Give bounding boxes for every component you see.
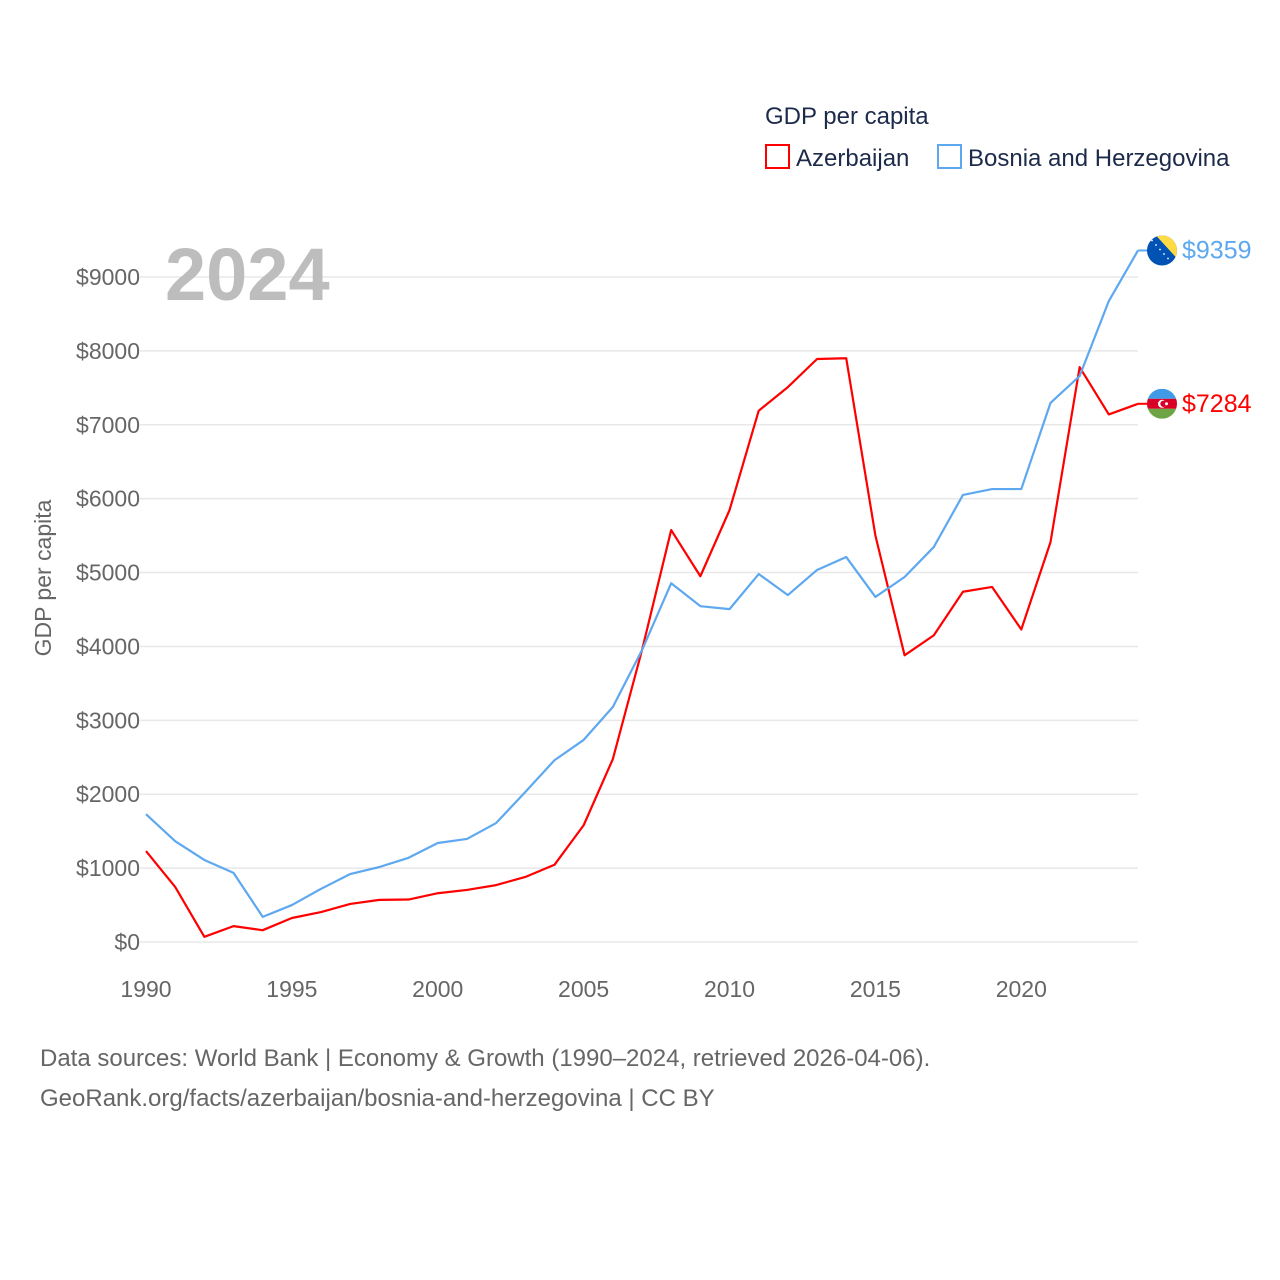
series-end-markers: $7284 $9359 bbox=[1138, 235, 1252, 419]
series-lines bbox=[145, 249, 1139, 938]
azerbaijan-flag-icon bbox=[1147, 388, 1177, 419]
gridlines bbox=[140, 276, 1138, 943]
flag-body bbox=[1147, 235, 1177, 266]
y-tick-label: $7000 bbox=[76, 412, 140, 438]
footer-attribution: GeoRank.org/facts/azerbaijan/bosnia-and-… bbox=[40, 1085, 715, 1112]
flag-body bbox=[1147, 388, 1177, 419]
x-tick-label: 2015 bbox=[850, 976, 901, 1002]
y-tick-label: $2000 bbox=[76, 781, 140, 807]
flag-yellow-triangle bbox=[1156, 235, 1177, 259]
flag-star bbox=[1155, 244, 1157, 246]
flag-stripe-green bbox=[1147, 408, 1177, 419]
y-tick-label: $6000 bbox=[76, 486, 140, 512]
x-tick-label: 2005 bbox=[558, 976, 609, 1002]
x-tick-label: 1990 bbox=[120, 976, 171, 1002]
x-tick-label: 2000 bbox=[412, 976, 463, 1002]
y-axis-ticks: $0 $1000 $2000 $3000 $4000 $5000 $6000 $7000 $80… bbox=[76, 264, 140, 955]
x-tick-label: 1995 bbox=[266, 976, 317, 1002]
legend-title: GDP per capita bbox=[765, 103, 929, 130]
y-tick-label: $3000 bbox=[76, 707, 140, 733]
flag-star bbox=[1167, 257, 1169, 260]
y-tick-label: $0 bbox=[114, 929, 140, 955]
x-tick-label: 2020 bbox=[996, 976, 1047, 1002]
flag-star bbox=[1151, 239, 1153, 242]
end-value-label: $7284 bbox=[1182, 390, 1252, 418]
flag-stripe-blue bbox=[1147, 388, 1177, 399]
flag-star bbox=[1165, 402, 1168, 406]
y-axis-label: GDP per capita bbox=[30, 499, 56, 656]
footer-sources: Data sources: World Bank | Economy & Gro… bbox=[40, 1045, 931, 1072]
flag-star bbox=[1159, 248, 1161, 251]
flag-crescent-cut bbox=[1160, 400, 1167, 407]
legend-label-azerbaijan[interactable]: Azerbaijan bbox=[796, 145, 909, 172]
legend: GDP per capita Azerbaijan Bosnia and Her… bbox=[765, 103, 1230, 172]
y-tick-label: $9000 bbox=[76, 264, 140, 290]
y-tick-label: $4000 bbox=[76, 633, 140, 659]
legend-label-bosnia[interactable]: Bosnia and Herzegovina bbox=[968, 145, 1230, 172]
bosnia-flag-icon bbox=[1147, 235, 1177, 266]
y-tick-label: $5000 bbox=[76, 560, 140, 586]
legend-swatch-bosnia[interactable] bbox=[937, 144, 962, 169]
y-tick-label: $8000 bbox=[76, 338, 140, 364]
x-tick-label: 2010 bbox=[704, 976, 755, 1002]
end-value-label: $9359 bbox=[1182, 236, 1252, 264]
flag-star bbox=[1163, 253, 1165, 255]
y-tick-label: $1000 bbox=[76, 855, 140, 881]
x-axis-ticks: 1990 1995 2000 2005 2010 2015 2020 bbox=[120, 976, 1046, 1002]
year-watermark: 2024 bbox=[165, 233, 330, 316]
legend-swatch-azerbaijan[interactable] bbox=[765, 144, 790, 169]
series-line-bosnia bbox=[145, 249, 1139, 918]
